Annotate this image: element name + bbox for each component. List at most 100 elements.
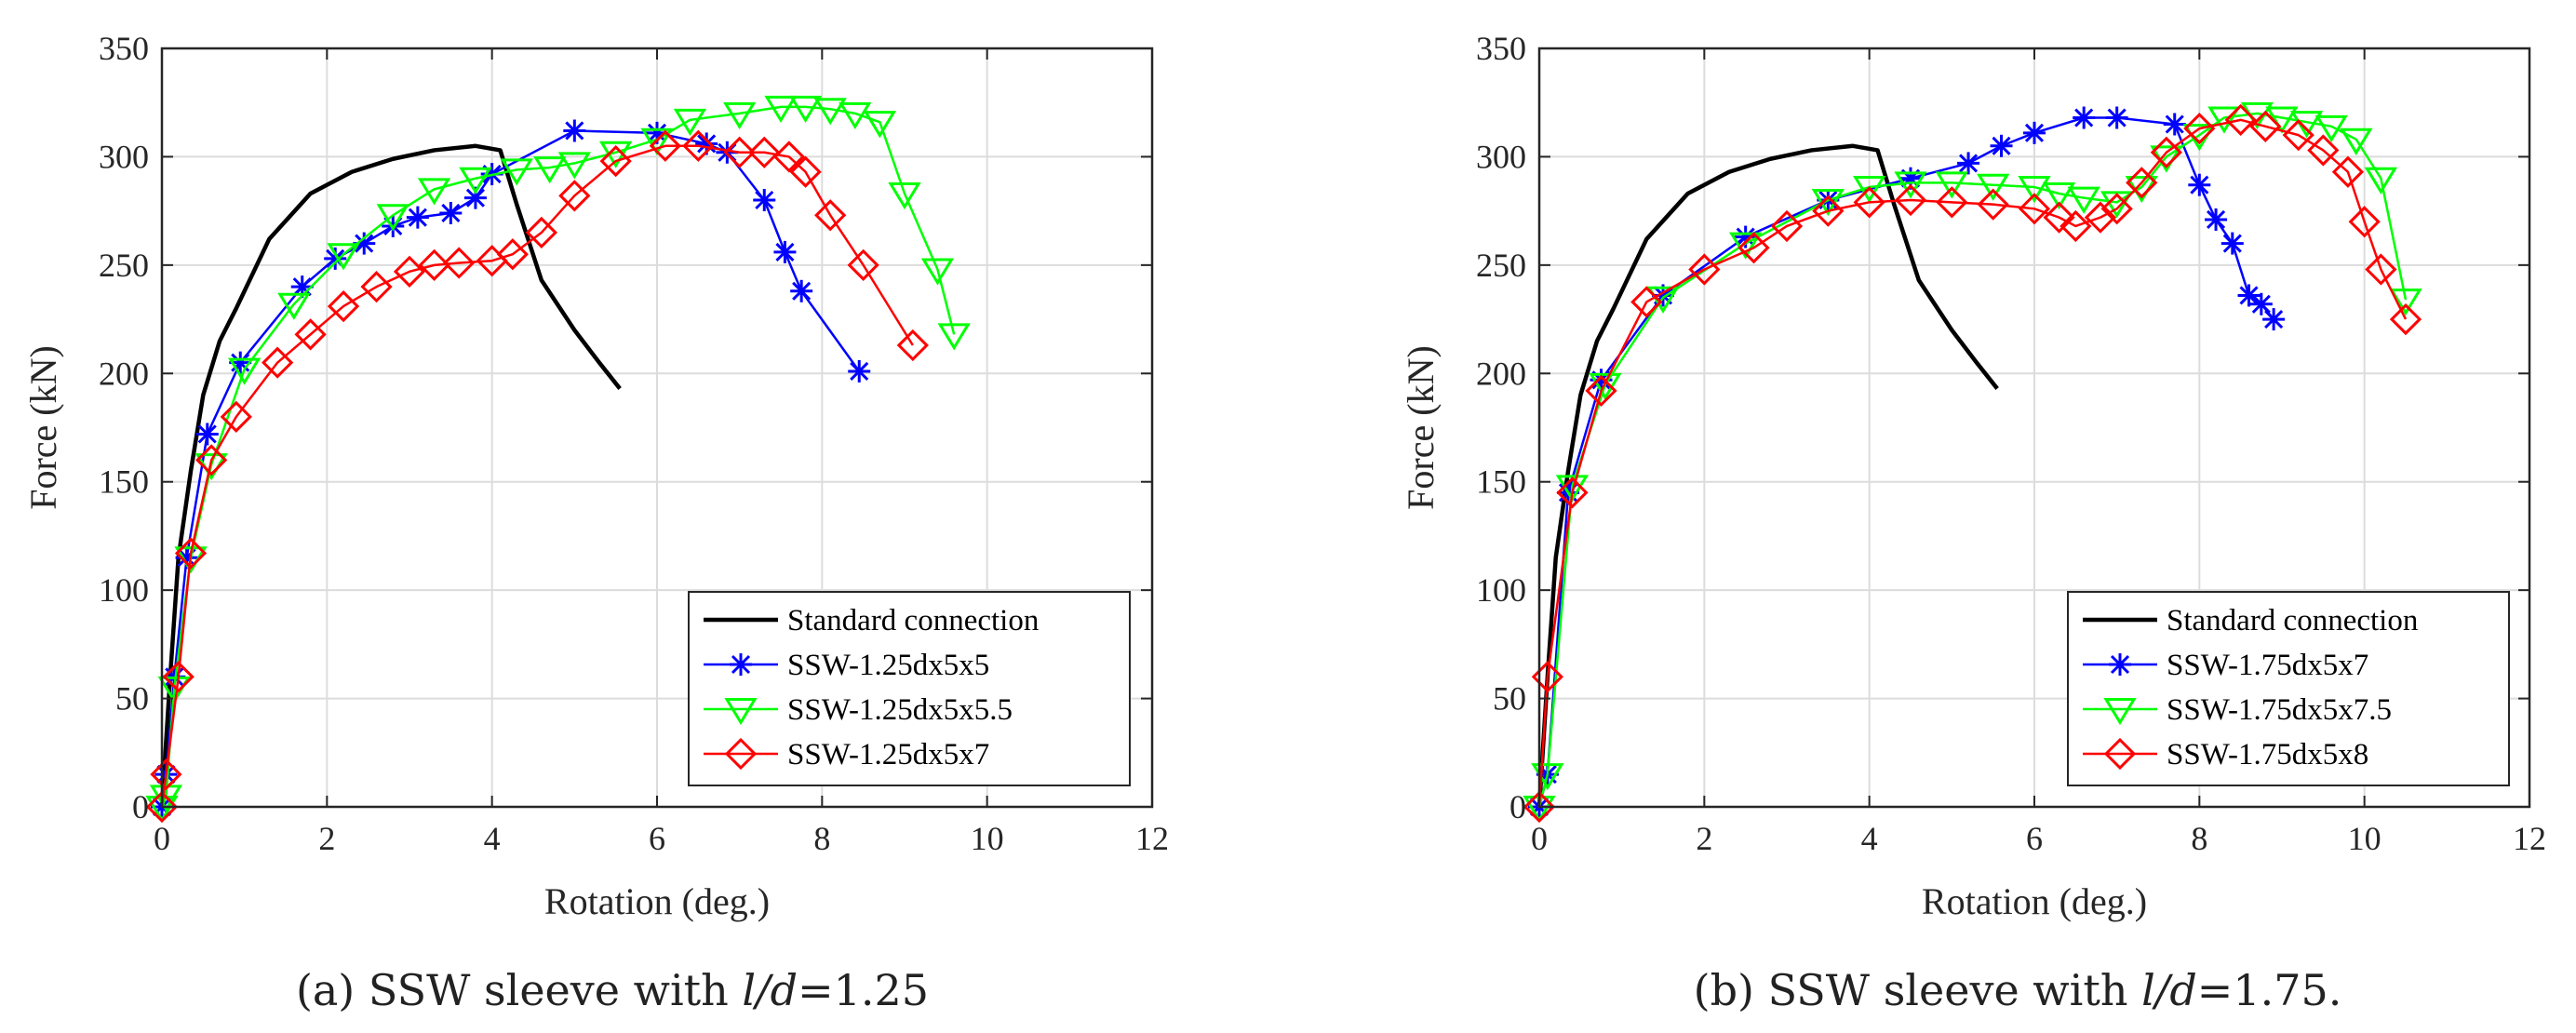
data-point: [748, 136, 781, 168]
data-point: [1853, 176, 1886, 204]
data-point: [162, 661, 195, 693]
data-point: [1977, 188, 2009, 221]
x-tick-label: 4: [484, 820, 501, 857]
data-point: [149, 785, 183, 812]
data-point: [764, 95, 798, 124]
legend: Standard connection SSW-1.75dx5x7 SSW-1.75…: [2067, 591, 2510, 786]
x-tick-label: 0: [1531, 820, 1548, 857]
legend-item: SSW-1.25dx5x7: [704, 737, 989, 771]
data-point: [599, 144, 632, 178]
series-line: [1536, 143, 1999, 808]
legend-item: SSW-1.75dx5x8: [2083, 737, 2368, 771]
data-point: [753, 189, 776, 211]
legend-marker: [724, 737, 758, 771]
data-point: [773, 240, 797, 263]
data-point: [2282, 119, 2314, 152]
data-point: [2018, 176, 2051, 204]
data-point: [1957, 152, 1980, 175]
data-point: [1936, 186, 1968, 219]
legend-label: SSW-1.75dx5x8: [2167, 738, 2368, 771]
y-tick-label: 100: [1476, 571, 1526, 609]
data-point: [443, 247, 476, 279]
legend-marker: [724, 698, 758, 726]
data-point: [682, 129, 715, 162]
caption-suffix: =1.25: [798, 965, 929, 1015]
data-point: [500, 158, 533, 186]
data-point: [2059, 209, 2092, 243]
data-point: [150, 758, 182, 791]
y-tick-label: 0: [1509, 788, 1526, 825]
legend-marker: [2103, 698, 2137, 726]
x-tick-label: 2: [318, 820, 335, 857]
data-point: [277, 292, 311, 320]
data-point: [418, 248, 450, 281]
data-point: [2023, 121, 2046, 144]
series-line: [159, 143, 622, 808]
legend-label: SSW-1.75dx5x7: [2167, 649, 2368, 682]
data-point: [393, 255, 426, 288]
data-point: [1894, 171, 1927, 199]
data-point: [640, 127, 674, 155]
data-point: [1737, 232, 1770, 264]
legend-label: SSW-1.25dx5x5.5: [787, 693, 1013, 727]
data-point: [2042, 182, 2076, 210]
data-point: [2126, 167, 2158, 199]
data-point: [2150, 136, 2182, 168]
legend-item: Standard connection: [2083, 604, 2418, 637]
series-line: [160, 129, 861, 808]
x-tick-label: 10: [2348, 820, 2381, 857]
data-point: [459, 167, 492, 195]
data-point: [1556, 476, 1589, 509]
data-point: [788, 95, 823, 124]
data-point: [847, 248, 879, 281]
series-ssw-1-25dx5x7: [145, 129, 929, 824]
data-point: [1523, 790, 1556, 824]
data-point: [2043, 201, 2075, 234]
data-point: [228, 357, 262, 385]
legend-marker: [730, 653, 752, 676]
caption-ratio: l/d: [742, 965, 798, 1015]
data-point: [2220, 232, 2244, 255]
data-point: [2307, 134, 2340, 167]
data-point: [2237, 284, 2261, 307]
legend: Standard connection SSW-1.25dx5x5 SSW-1.25…: [688, 591, 1131, 786]
data-point: [2207, 106, 2241, 134]
data-point: [863, 111, 897, 139]
series-ssw-1-75dx5x8: [1523, 103, 2422, 824]
legend-label: SSW-1.25dx5x7: [787, 738, 989, 771]
legend-label: SSW-1.75dx5x7.5: [2167, 693, 2392, 727]
data-point: [814, 199, 847, 232]
data-point: [2364, 167, 2398, 195]
panel-a-chart: 0 2 4 6 8 10 12 0 50 100 150 200 250 300 350 Rotation (…: [22, 30, 1169, 1015]
data-point: [2314, 114, 2348, 142]
data-point: [2163, 113, 2186, 136]
y-tick-label: 350: [99, 30, 149, 67]
data-point: [406, 206, 429, 229]
data-point: [496, 238, 529, 271]
data-point: [2348, 206, 2381, 238]
series-standard-connection: [1536, 143, 1999, 808]
caption-prefix: (b) SSW sleeve with: [1694, 965, 2142, 1015]
data-point: [2331, 155, 2365, 188]
data-point: [848, 359, 871, 382]
x-tick-label: 2: [1696, 820, 1712, 857]
data-point: [1935, 171, 1968, 199]
legend-label: SSW-1.25dx5x5: [787, 649, 989, 682]
x-tick-label: 8: [2191, 820, 2207, 857]
y-axis-label: Force (kN): [1400, 345, 1442, 510]
data-point: [557, 152, 591, 180]
data-point: [1853, 186, 1885, 219]
series-line: [160, 144, 914, 808]
y-tick-label: 50: [1493, 680, 1526, 718]
data-point: [2018, 193, 2051, 225]
data-point: [294, 318, 327, 351]
y-tick-label: 50: [115, 680, 149, 718]
caption-ratio: l/d: [2141, 965, 2197, 1015]
data-point: [2100, 193, 2133, 225]
figure-caption: (a) SSW sleeve with l/d=1.25: [296, 965, 929, 1015]
data-point: [2262, 308, 2286, 331]
data-point: [220, 400, 252, 433]
data-point: [327, 243, 360, 271]
data-point: [1811, 189, 1845, 217]
